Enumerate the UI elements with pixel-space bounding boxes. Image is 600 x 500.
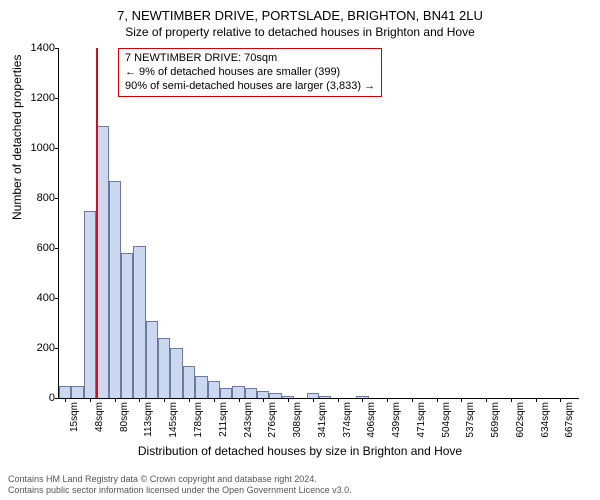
histogram-bar — [133, 246, 145, 399]
x-tick-mark — [164, 398, 165, 402]
y-tick-label: 200 — [37, 342, 55, 354]
x-tick-mark — [412, 398, 413, 402]
page-subtitle: Size of property relative to detached ho… — [0, 23, 600, 39]
histogram-bar — [84, 211, 96, 399]
x-tick-mark — [313, 398, 314, 402]
annotation-line: 90% of semi-detached houses are larger (… — [125, 80, 375, 94]
footer-line: Contains public sector information licen… — [8, 485, 352, 496]
histogram-bar — [146, 321, 158, 399]
x-tick-label: 374sqm — [342, 402, 353, 438]
x-tick-mark — [338, 398, 339, 402]
x-tick-label: 276sqm — [267, 402, 278, 438]
y-tick-label: 400 — [37, 292, 55, 304]
x-tick-label: 569sqm — [490, 402, 501, 438]
histogram-bar — [71, 386, 83, 399]
y-tick-label: 1400 — [31, 42, 55, 54]
x-tick-label: 406sqm — [366, 402, 377, 438]
x-tick-label: 243sqm — [243, 402, 254, 438]
x-tick-mark — [288, 398, 289, 402]
x-tick-mark — [560, 398, 561, 402]
x-tick-mark — [139, 398, 140, 402]
footer: Contains HM Land Registry data © Crown c… — [8, 474, 352, 496]
x-tick-mark — [511, 398, 512, 402]
annotation-line: ← 9% of detached houses are smaller (399… — [125, 66, 375, 80]
y-tick-mark — [55, 198, 59, 199]
footer-line: Contains HM Land Registry data © Crown c… — [8, 474, 352, 485]
histogram-bar — [220, 388, 232, 398]
x-tick-mark — [486, 398, 487, 402]
y-tick-mark — [55, 348, 59, 349]
chart-area: 020040060080010001200140015sqm48sqm80sqm… — [58, 48, 578, 398]
y-tick-label: 1000 — [31, 142, 55, 154]
x-tick-label: 178sqm — [193, 402, 204, 438]
x-tick-mark — [239, 398, 240, 402]
page-title: 7, NEWTIMBER DRIVE, PORTSLADE, BRIGHTON,… — [0, 0, 600, 23]
x-tick-mark — [115, 398, 116, 402]
y-axis-label: Number of detached properties — [10, 55, 24, 220]
x-tick-mark — [362, 398, 363, 402]
x-tick-label: 15sqm — [69, 402, 80, 432]
x-tick-mark — [214, 398, 215, 402]
y-tick-mark — [55, 248, 59, 249]
plot-region: 020040060080010001200140015sqm48sqm80sqm… — [58, 48, 579, 399]
y-tick-mark — [55, 48, 59, 49]
histogram-bar — [245, 388, 257, 398]
y-tick-mark — [55, 148, 59, 149]
x-tick-mark — [189, 398, 190, 402]
x-tick-mark — [263, 398, 264, 402]
histogram-bar — [170, 348, 182, 398]
x-tick-label: 308sqm — [292, 402, 303, 438]
histogram-bar — [183, 366, 195, 399]
x-axis-label: Distribution of detached houses by size … — [0, 444, 600, 458]
histogram-bar — [121, 253, 133, 398]
histogram-bar — [257, 391, 269, 399]
histogram-bar — [232, 386, 244, 399]
x-tick-mark — [90, 398, 91, 402]
x-tick-label: 634sqm — [540, 402, 551, 438]
annotation-box: 7 NEWTIMBER DRIVE: 70sqm ← 9% of detache… — [118, 48, 382, 97]
histogram-bar — [319, 396, 331, 399]
histogram-bar — [96, 126, 108, 399]
x-tick-label: 471sqm — [416, 402, 427, 438]
y-tick-mark — [55, 298, 59, 299]
histogram-bar — [269, 393, 281, 398]
histogram-bar — [195, 376, 207, 399]
histogram-bar — [109, 181, 121, 399]
x-tick-label: 113sqm — [143, 402, 154, 437]
x-tick-label: 602sqm — [515, 402, 526, 438]
marker-line — [96, 48, 98, 398]
histogram-bar — [59, 386, 71, 399]
x-tick-label: 48sqm — [94, 402, 105, 432]
x-tick-label: 667sqm — [564, 402, 575, 438]
x-tick-label: 439sqm — [391, 402, 402, 438]
y-tick-mark — [55, 398, 59, 399]
x-tick-label: 504sqm — [441, 402, 452, 438]
x-tick-label: 341sqm — [317, 402, 328, 438]
x-tick-label: 537sqm — [465, 402, 476, 438]
x-tick-mark — [65, 398, 66, 402]
x-tick-mark — [437, 398, 438, 402]
x-tick-mark — [387, 398, 388, 402]
histogram-bar — [208, 381, 220, 399]
x-tick-label: 80sqm — [119, 402, 130, 432]
y-tick-label: 800 — [37, 192, 55, 204]
x-tick-mark — [461, 398, 462, 402]
histogram-bar — [158, 338, 170, 398]
y-tick-mark — [55, 98, 59, 99]
x-tick-mark — [536, 398, 537, 402]
x-tick-label: 211sqm — [218, 402, 229, 437]
annotation-line: 7 NEWTIMBER DRIVE: 70sqm — [125, 52, 375, 66]
y-tick-label: 1200 — [31, 92, 55, 104]
x-tick-label: 145sqm — [168, 402, 179, 438]
y-tick-label: 600 — [37, 242, 55, 254]
